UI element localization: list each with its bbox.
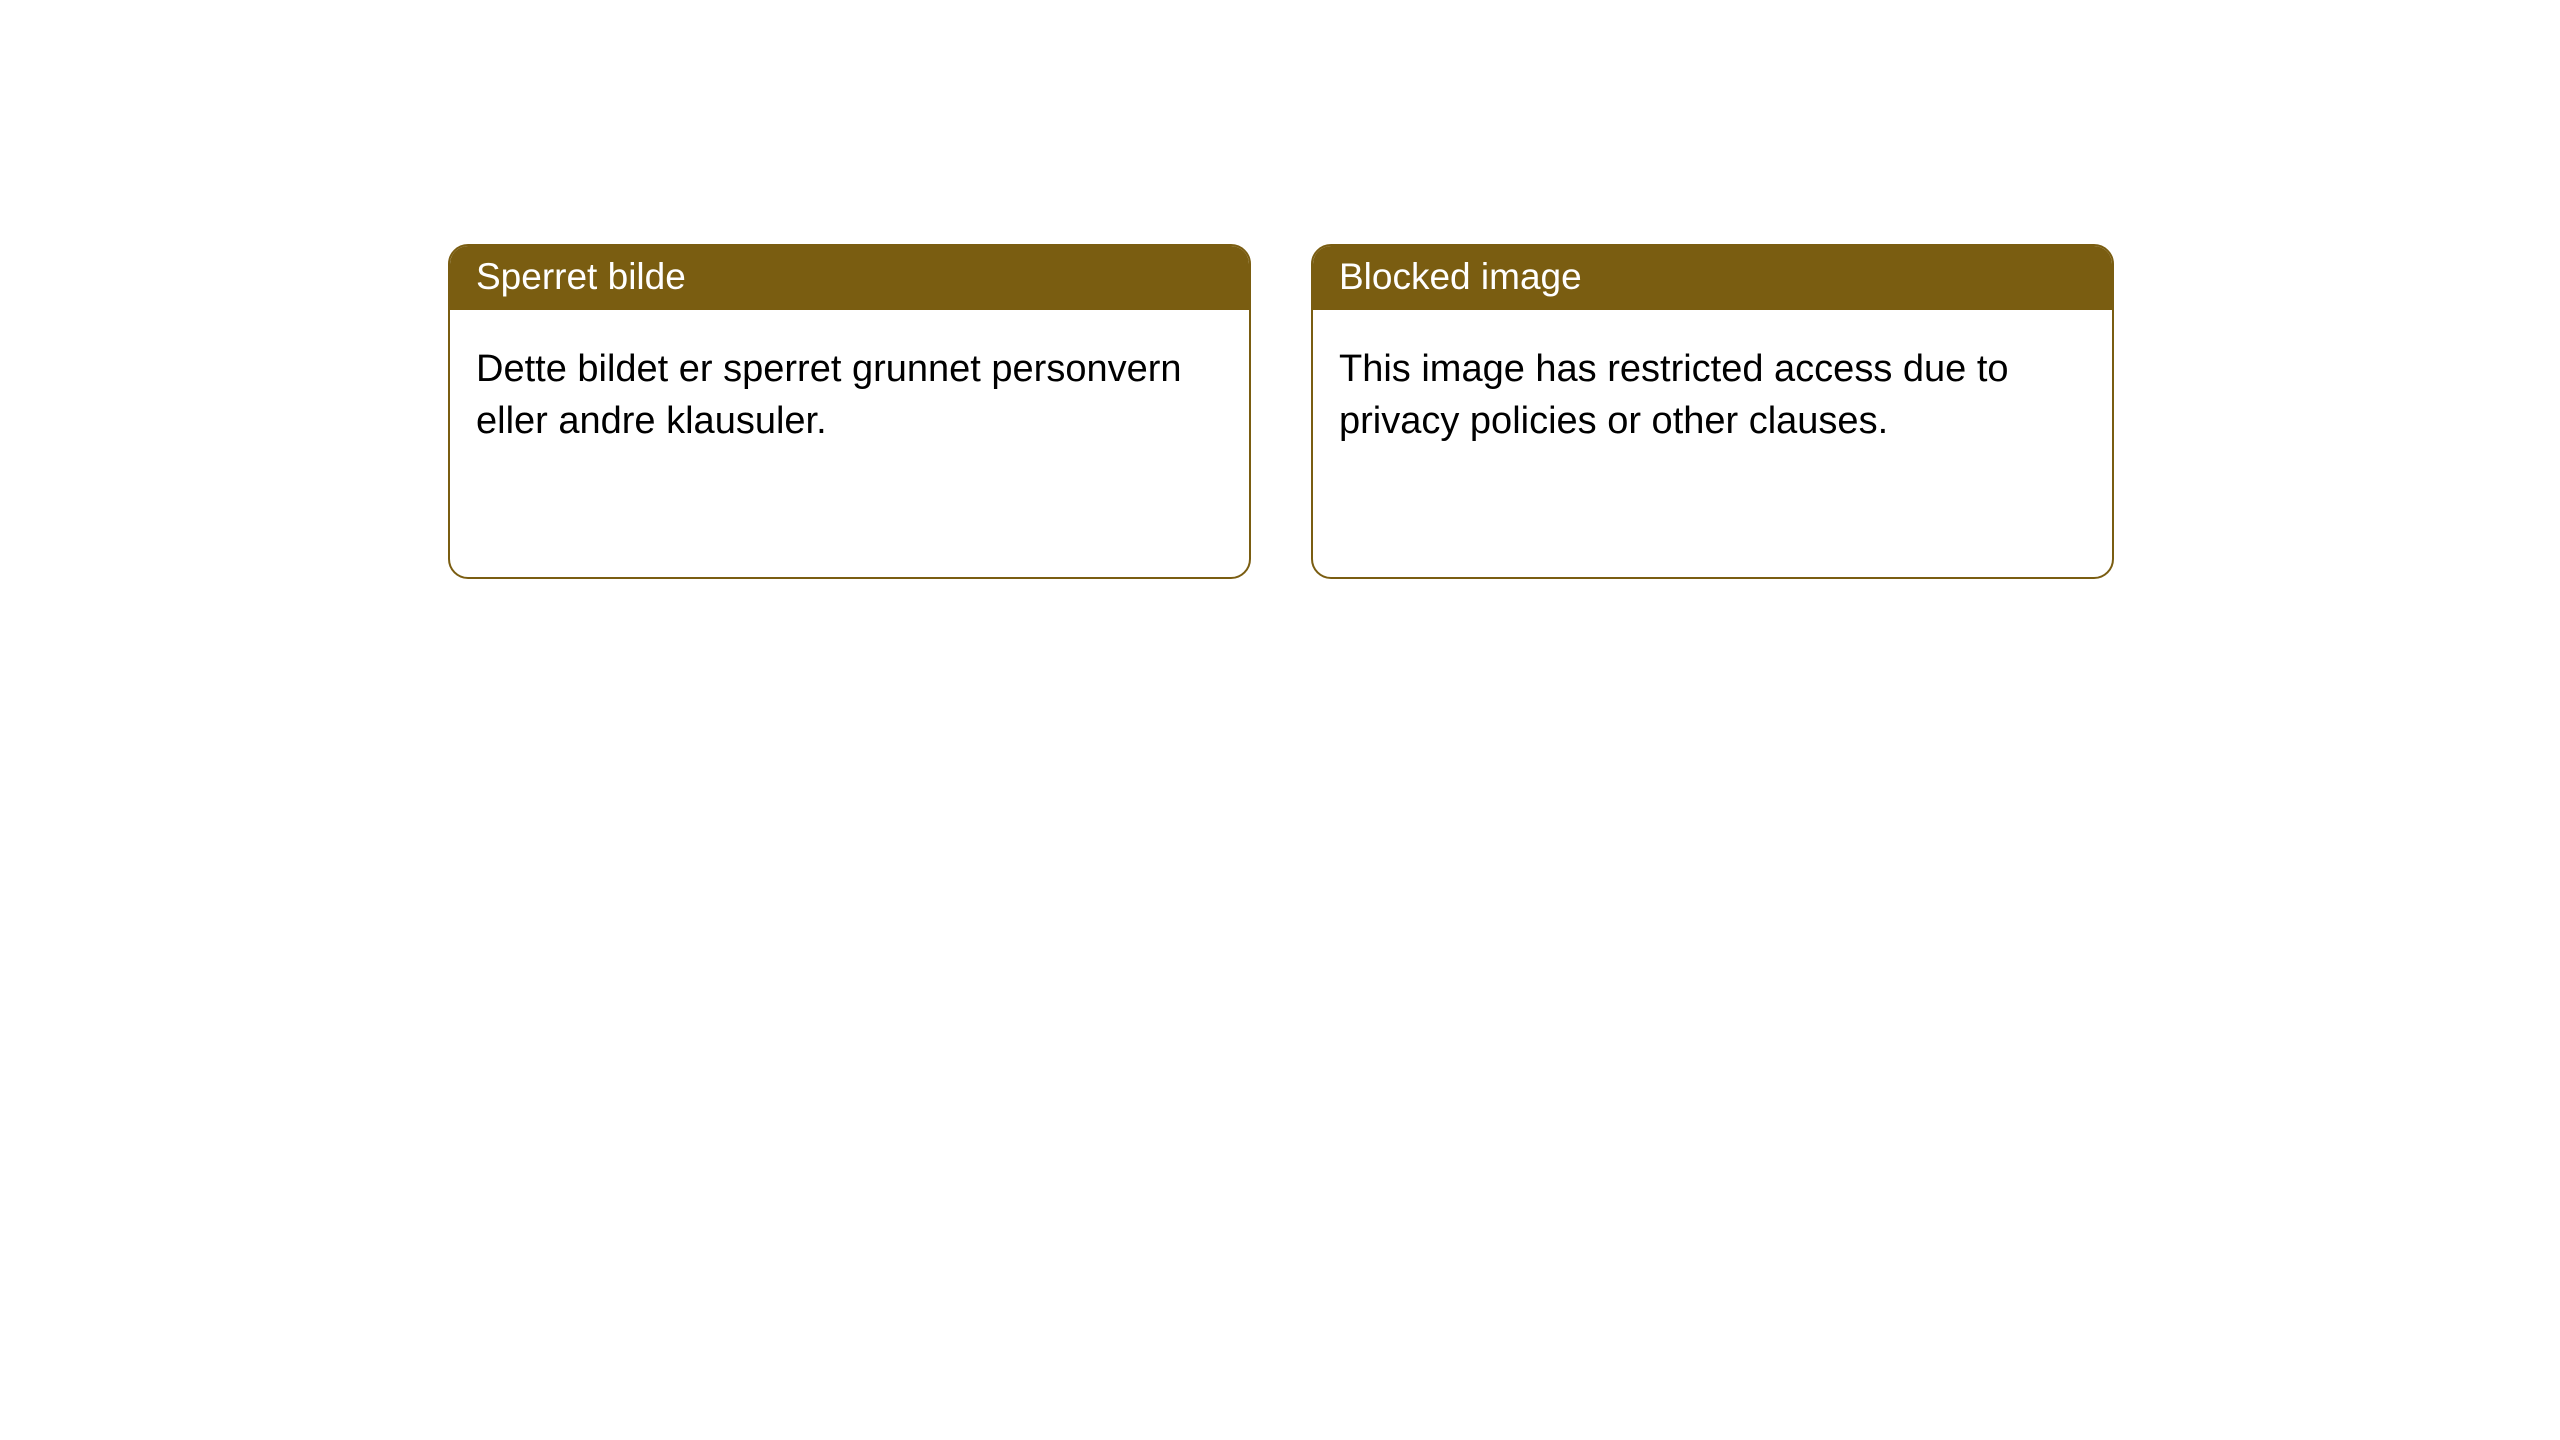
notice-card-en: Blocked image This image has restricted … (1311, 244, 2114, 579)
card-body: Dette bildet er sperret grunnet personve… (450, 310, 1249, 577)
card-header: Sperret bilde (450, 246, 1249, 310)
notice-card-row: Sperret bilde Dette bildet er sperret gr… (448, 244, 2114, 579)
card-body: This image has restricted access due to … (1313, 310, 2112, 577)
card-header: Blocked image (1313, 246, 2112, 310)
notice-card-no: Sperret bilde Dette bildet er sperret gr… (448, 244, 1251, 579)
